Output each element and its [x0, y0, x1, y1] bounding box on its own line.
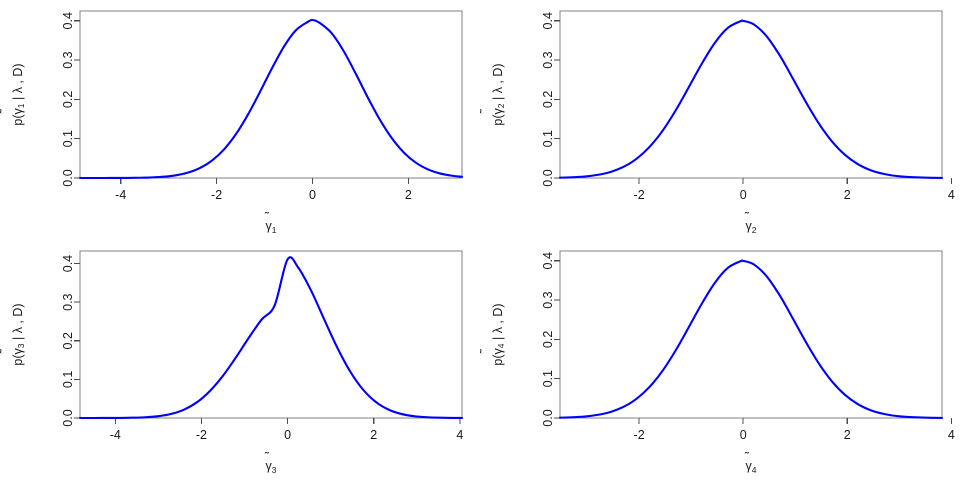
- x-tick-label: -4: [110, 428, 121, 442]
- y-axis-title: p(γ2 | λ , D)˜: [480, 63, 506, 125]
- y-tick-label: 0.4: [541, 12, 555, 29]
- x-tick-label: -2: [634, 188, 645, 202]
- y-tick-label: 0.0: [61, 409, 75, 426]
- x-axis: -2 0 2 4: [634, 178, 955, 202]
- x-tick-label: 2: [370, 428, 377, 442]
- plot-box: [559, 250, 943, 419]
- x-tick-label: 4: [456, 428, 463, 442]
- y-tick-label: 0.4: [61, 12, 75, 29]
- svg-text:γ2: γ2: [746, 219, 757, 235]
- x-tick-label: 0: [284, 428, 291, 442]
- y-tick-label: 0.1: [541, 130, 555, 147]
- y-tick-label: 0.2: [61, 332, 75, 349]
- y-axis: 0.0 0.1 0.2 0.3 0.4: [61, 255, 80, 427]
- svg-text:p(γ3 | λ , D): p(γ3 | λ , D): [11, 303, 26, 365]
- x-tick-label: 4: [948, 428, 955, 442]
- y-tick-label: 0.3: [61, 51, 75, 68]
- x-tick-label: -2: [211, 188, 222, 202]
- y-tick-label: 0.1: [61, 130, 75, 147]
- svg-text:p(γ4 | λ , D): p(γ4 | λ , D): [491, 303, 506, 365]
- x-axis-title: γ4˜: [744, 450, 757, 475]
- y-axis-title: p(γ3 | λ , D)˜: [0, 303, 26, 365]
- tilde-accent: ˜: [744, 450, 750, 464]
- x-tick-label: -2: [634, 428, 645, 442]
- y-tick-label: 0.3: [541, 291, 555, 308]
- density-curve: [78, 18, 464, 180]
- tilde-accent: ˜: [264, 210, 270, 224]
- x-tick-label: 0: [309, 188, 316, 202]
- y-tick-label: 0.1: [61, 371, 75, 388]
- svg-text:γ4: γ4: [746, 459, 757, 475]
- svg-text:γ1: γ1: [266, 219, 277, 235]
- x-axis: -4 -2 0 2 4: [110, 418, 463, 442]
- x-tick-label: 0: [740, 428, 747, 442]
- x-axis-title: γ1˜: [264, 210, 277, 235]
- y-tick-label: 0.0: [541, 409, 555, 426]
- svg-text:γ3: γ3: [266, 459, 277, 475]
- x-axis: -4 -2 0 2: [115, 178, 412, 202]
- x-axis: -2 0 2 4: [634, 418, 955, 442]
- y-tick-label: 0.4: [541, 252, 555, 269]
- y-axis-title: p(γ4 | λ , D)˜: [480, 303, 506, 365]
- y-tick-label: 0.1: [541, 370, 555, 387]
- y-tick-label: 0.3: [541, 51, 555, 68]
- x-tick-label: 2: [844, 428, 851, 442]
- tilde-accent: ˜: [264, 450, 270, 464]
- density-curve: [558, 19, 944, 179]
- y-axis: 0.0 0.1 0.2 0.3 0.4: [61, 12, 80, 187]
- y-tick-label: 0.2: [541, 91, 555, 108]
- x-tick-label: -4: [115, 188, 126, 202]
- y-tick-label: 0.2: [541, 331, 555, 348]
- plot-box: [79, 10, 463, 179]
- density-curve: [78, 256, 464, 420]
- tilde-accent: ˜: [744, 210, 750, 224]
- y-tick-label: 0.0: [61, 169, 75, 186]
- tilde-accent: ˜: [0, 348, 12, 354]
- x-axis-title: γ2˜: [744, 210, 757, 235]
- y-axis-title: p(γ1 | λ , D)˜: [0, 63, 26, 125]
- svg-text:p(γ1 | λ , D): p(γ1 | λ , D): [11, 63, 26, 125]
- y-tick-label: 0.4: [61, 255, 75, 272]
- x-tick-label: -2: [196, 428, 207, 442]
- x-tick-label: 4: [948, 188, 955, 202]
- tilde-accent: ˜: [480, 348, 492, 354]
- y-tick-label: 0.0: [541, 169, 555, 186]
- x-axis-title: γ3˜: [264, 450, 277, 475]
- tilde-accent: ˜: [480, 108, 492, 114]
- plot-box: [79, 250, 463, 419]
- y-tick-label: 0.2: [61, 91, 75, 108]
- plot-box: [559, 10, 943, 179]
- x-tick-label: 2: [844, 188, 851, 202]
- svg-text:p(γ2 | λ , D): p(γ2 | λ , D): [491, 63, 506, 125]
- y-axis: 0.0 0.1 0.2 0.3 0.4: [541, 12, 560, 187]
- x-tick-label: 0: [740, 188, 747, 202]
- density-curve: [558, 259, 944, 419]
- tilde-accent: ˜: [0, 108, 12, 114]
- y-axis: 0.0 0.1 0.2 0.3 0.4: [541, 252, 560, 427]
- x-tick-label: 2: [405, 188, 412, 202]
- y-tick-label: 0.3: [61, 293, 75, 310]
